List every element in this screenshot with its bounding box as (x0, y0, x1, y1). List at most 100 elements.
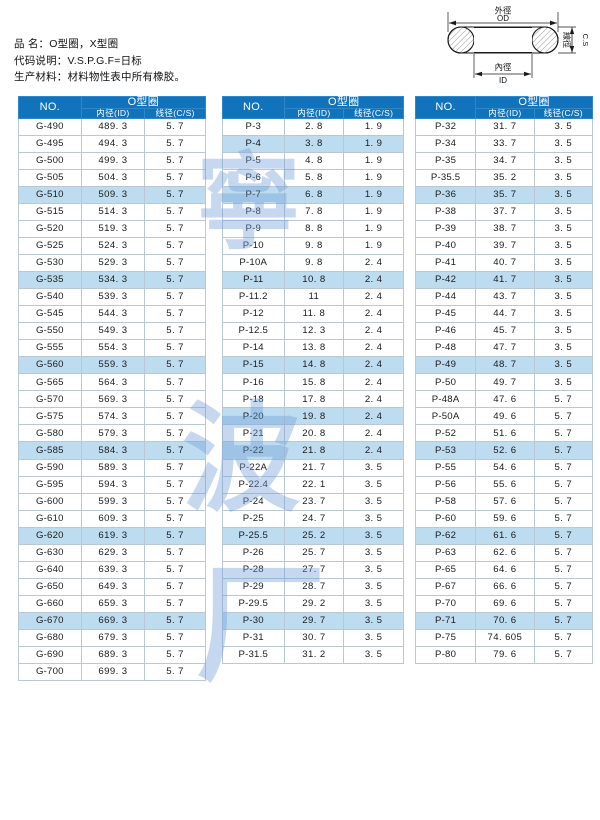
table-row: P-11 10. 8 2. 4 (222, 271, 404, 290)
col-header-no: NO. (222, 96, 285, 119)
cell-inner-diameter: 559. 3 (80, 356, 146, 375)
cell-no: P-80 (414, 646, 477, 665)
cell-inner-diameter: 5. 8 (283, 168, 345, 187)
cell-cord-section: 5. 7 (144, 373, 206, 392)
table-row: P-49 48. 7 3. 5 (414, 356, 594, 375)
header-row-bottom: 内径(ID) 线径(C/S) (19, 108, 206, 119)
cell-no: P-10A (222, 253, 285, 273)
cell-no: P-6 (222, 168, 285, 187)
spec-value-material: 材料物性表中所有橡胶。 (67, 71, 186, 83)
cell-inner-diameter: 41. 7 (475, 271, 535, 290)
cell-no: P-52 (414, 424, 477, 443)
table-row: G-700 699. 3 5. 7 (18, 663, 206, 682)
cell-inner-diameter: 524. 3 (80, 236, 146, 255)
table-row: G-595 594. 3 5. 7 (18, 475, 206, 494)
cell-inner-diameter: 629. 3 (80, 543, 146, 562)
cell-cord-section: 5. 7 (533, 407, 594, 426)
cell-no: P-12.5 (222, 322, 285, 341)
cell-cord-section: 5. 7 (144, 611, 206, 631)
cell-cord-section: 2. 4 (343, 253, 404, 273)
cell-inner-diameter: 24. 7 (283, 509, 345, 528)
table-row: G-585 584. 3 5. 7 (18, 441, 206, 460)
table-row: P-24 23. 7 3. 5 (222, 492, 404, 511)
cell-inner-diameter: 62. 6 (475, 543, 535, 562)
id-label-cn: 內徑 (495, 62, 512, 72)
cell-inner-diameter: 25. 2 (283, 526, 345, 545)
cell-no: P-63 (414, 543, 477, 562)
cell-no: G-540 (18, 288, 82, 307)
cell-no: G-515 (18, 202, 82, 221)
cell-inner-diameter: 619. 3 (80, 526, 146, 545)
cell-cord-section: 5. 7 (144, 202, 206, 221)
table-row: P-56 55. 6 5. 7 (414, 475, 594, 494)
cell-no: P-29 (222, 577, 285, 596)
cell-no: P-28 (222, 560, 285, 579)
table-row: G-570 569. 3 5. 7 (18, 390, 206, 409)
table-row: P-10A 9. 8 2. 4 (222, 253, 404, 273)
cell-inner-diameter: 9. 8 (283, 236, 345, 255)
cell-inner-diameter: 539. 3 (80, 288, 146, 307)
col-header-id: 内径(ID) (80, 108, 146, 119)
table-row: P-9 8. 8 1. 9 (222, 219, 404, 238)
cell-inner-diameter: 57. 6 (475, 492, 535, 511)
table-row: P-50A 49. 6 5. 7 (414, 407, 594, 426)
cell-no: P-40 (414, 236, 477, 255)
cell-no: P-14 (222, 339, 285, 358)
cell-cord-section: 5. 7 (533, 594, 594, 613)
cell-cord-section: 5. 7 (144, 663, 206, 682)
cell-cord-section: 3. 5 (533, 288, 594, 307)
cell-inner-diameter: 659. 3 (80, 594, 146, 613)
cell-cord-section: 1. 9 (343, 168, 404, 187)
cell-inner-diameter: 579. 3 (80, 424, 146, 443)
table-row: G-690 689. 3 5. 7 (18, 646, 206, 665)
cell-inner-diameter: 31. 2 (283, 646, 345, 665)
cell-inner-diameter: 31. 7 (475, 117, 535, 136)
cs-arrow-top (569, 27, 575, 34)
cell-no: P-48A (414, 390, 477, 409)
cell-cord-section: 3. 5 (533, 271, 594, 290)
od-label-cn: 外徑 (495, 6, 512, 16)
cell-no: P-56 (414, 475, 477, 494)
cell-inner-diameter: 22. 1 (283, 475, 345, 494)
cell-inner-diameter: 27. 7 (283, 560, 345, 579)
cell-no: G-650 (18, 577, 82, 596)
cell-no: G-550 (18, 322, 82, 341)
cell-cord-section: 3. 5 (533, 202, 594, 221)
cell-cord-section: 5. 7 (533, 441, 594, 460)
cell-no: G-585 (18, 441, 82, 460)
cell-inner-diameter: 74. 605 (475, 628, 535, 648)
cell-inner-diameter: 20. 8 (283, 424, 345, 443)
col-header-cs: 线径(C/S) (533, 108, 594, 119)
cell-inner-diameter: 9. 8 (283, 253, 345, 273)
cell-cord-section: 5. 7 (144, 253, 206, 273)
header-row-bottom: 内径(ID) 线径(C/S) (416, 108, 594, 119)
cell-inner-diameter: 49. 7 (475, 373, 535, 392)
cell-inner-diameter: 52. 6 (475, 441, 535, 460)
cell-cord-section: 5. 7 (144, 271, 206, 290)
spec-text-block: 品 名：O型圈，X型圈 代码说明：V.S.P.G.F=日标 生产材料：材料物性表… (14, 36, 185, 86)
cell-cord-section: 5. 7 (533, 424, 594, 443)
cell-inner-diameter: 509. 3 (80, 185, 146, 204)
table-row: P-18 17. 8 2. 4 (222, 390, 404, 409)
cell-cord-section: 5. 7 (144, 236, 206, 255)
cell-inner-diameter: 29. 7 (283, 611, 345, 631)
cell-no: G-575 (18, 407, 82, 426)
table-row: P-36 35. 7 3. 5 (414, 185, 594, 204)
cell-inner-diameter: 499. 3 (80, 151, 146, 170)
cell-cord-section: 2. 4 (343, 322, 404, 341)
cell-no: P-58 (414, 492, 477, 511)
table-row: G-540 539. 3 5. 7 (18, 288, 206, 307)
cell-inner-diameter: 589. 3 (80, 458, 146, 477)
table-row: G-620 619. 3 5. 7 (18, 526, 206, 545)
cell-no: P-31.5 (222, 646, 285, 665)
table-row: P-44 43. 7 3. 5 (414, 288, 594, 307)
table-row: P-70 69. 6 5. 7 (414, 594, 594, 613)
cell-no: G-690 (18, 646, 82, 665)
spec-label-code-note: 代码说明： (14, 54, 68, 67)
cell-inner-diameter: 69. 6 (475, 594, 535, 613)
table-row: G-630 629. 3 5. 7 (18, 543, 206, 562)
cell-no: P-4 (222, 134, 285, 153)
cell-cord-section: 3. 5 (343, 509, 404, 528)
cell-no: P-26 (222, 543, 285, 562)
